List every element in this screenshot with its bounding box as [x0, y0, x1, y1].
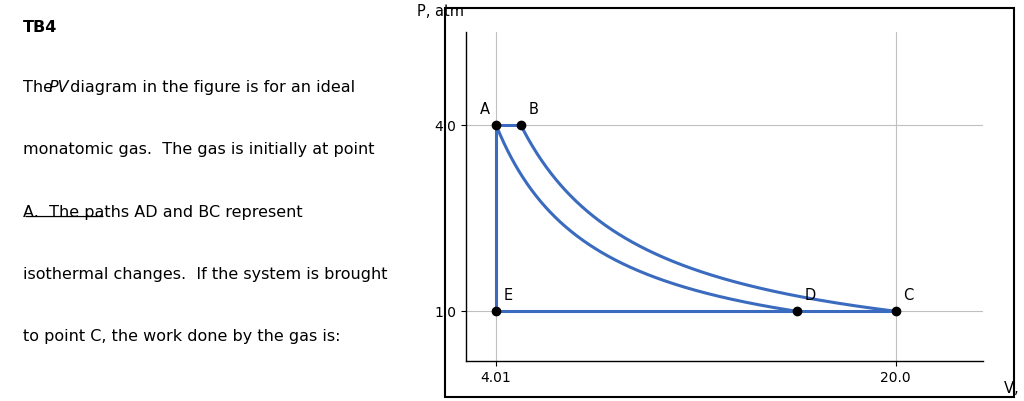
Text: isothermal changes.  If the system is brought: isothermal changes. If the system is bro… [24, 267, 388, 282]
Text: D: D [804, 288, 815, 303]
Text: C: C [903, 288, 913, 303]
Text: The: The [24, 80, 58, 95]
Text: diagram in the figure is for an ideal: diagram in the figure is for an ideal [66, 80, 355, 95]
Text: A: A [480, 102, 489, 117]
Text: E: E [504, 288, 513, 303]
Text: TB4: TB4 [24, 20, 57, 35]
Text: A.  The paths AD and BC represent: A. The paths AD and BC represent [24, 205, 303, 219]
Text: B: B [528, 102, 539, 117]
Text: V, L: V, L [1004, 381, 1024, 396]
Text: PV: PV [48, 80, 69, 95]
Text: to point C, the work done by the gas is:: to point C, the work done by the gas is: [24, 329, 341, 344]
Text: P, atm: P, atm [417, 4, 464, 19]
Text: monatomic gas.  The gas is initially at point: monatomic gas. The gas is initially at p… [24, 142, 375, 157]
